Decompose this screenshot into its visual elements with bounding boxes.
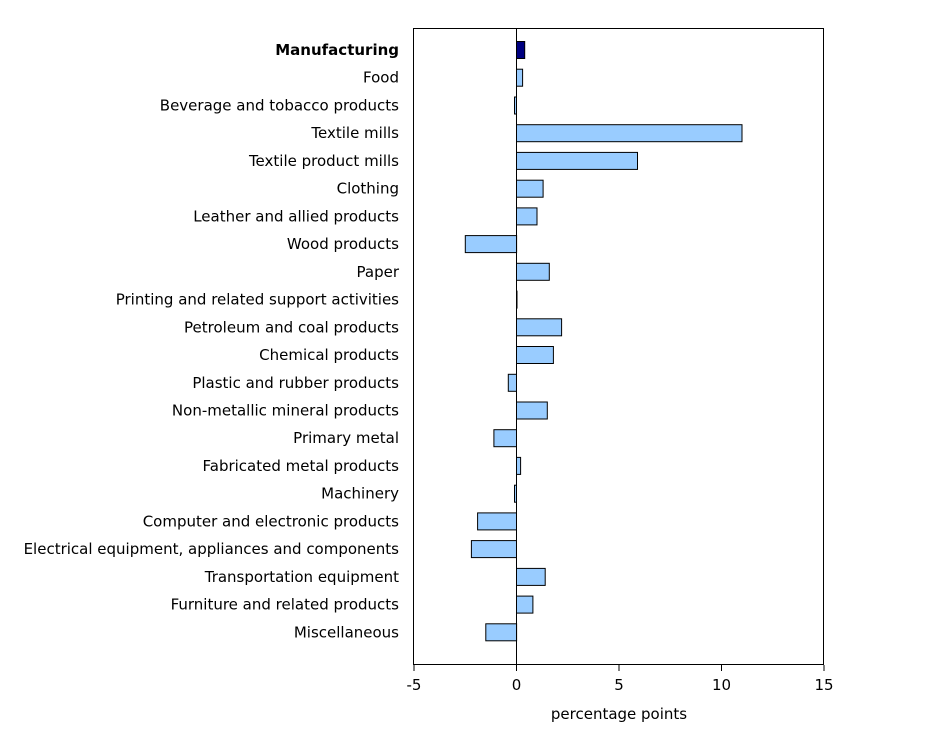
category-label-electrical-equipment-appliances-and-components: Electrical equipment, appliances and com… [24,540,400,558]
bar-chemical-products [516,346,554,364]
category-label-textile-mills: Textile mills [310,124,399,142]
bar-miscellaneous [485,623,518,642]
x-tick-label: 10 [712,676,731,694]
category-label-computer-and-electronic-products: Computer and electronic products [143,512,399,530]
category-label-manufacturing: Manufacturing [275,41,399,59]
category-label-miscellaneous: Miscellaneous [294,623,399,641]
category-label-fabricated-metal-products: Fabricated metal products [203,457,400,475]
category-label-printing-and-related-support-activities: Printing and related support activities [116,291,399,309]
x-axis-ticks: -5 0 5 10 15 [407,665,834,694]
category-label-chemical-products: Chemical products [259,346,399,364]
bar-electrical-equipment-appliances-and-components [470,540,517,559]
category-label-petroleum-and-coal-products: Petroleum and coal products [184,318,399,336]
bar-paper [516,262,550,281]
category-label-food: Food [363,69,399,87]
bar-furniture-and-related-products [516,595,534,614]
bar-fabricated-metal-products [516,456,522,475]
x-tick-label: 0 [512,676,522,694]
category-label-furniture-and-related-products: Furniture and related products [171,596,400,614]
bar-leather-and-allied-products [516,207,538,226]
bar-clothing [516,179,544,198]
bar-food [516,68,524,87]
bar-series [464,28,743,665]
category-label-wood-products: Wood products [287,235,399,253]
x-tick-label: 5 [614,676,624,694]
category-label-non-metallic-mineral-products: Non-metallic mineral products [172,402,399,420]
bar-transportation-equipment [516,567,546,586]
bar-non-metallic-mineral-products [516,401,548,420]
category-label-machinery: Machinery [321,485,399,503]
bar-computer-and-electronic-products [477,512,518,531]
category-label-leather-and-allied-products: Leather and allied products [193,207,399,225]
category-label-primary-metal: Primary metal [293,429,399,447]
category-label-clothing: Clothing [337,180,399,198]
bar-wood-products [464,235,518,254]
bar-plastic-and-rubber-products [507,373,517,392]
x-axis-title: percentage points [551,705,687,723]
x-tick-label: -5 [407,676,422,694]
bar-textile-mills [516,124,743,143]
category-labels: Manufacturing Food Beverage and tobacco pr… [24,41,400,641]
plot-frame [413,28,824,665]
category-label-textile-product-mills: Textile product mills [248,152,399,170]
bar-textile-product-mills [516,151,638,170]
bar-petroleum-and-coal-products [516,318,563,337]
category-label-beverage-and-tobacco-products: Beverage and tobacco products [160,97,399,115]
bar-manufacturing [516,41,526,59]
category-label-plastic-and-rubber-products: Plastic and rubber products [192,374,399,392]
category-label-transportation-equipment: Transportation equipment [204,568,399,586]
category-label-paper: Paper [357,263,400,281]
x-tick-label: 15 [814,676,833,694]
bar-primary-metal [493,429,517,448]
